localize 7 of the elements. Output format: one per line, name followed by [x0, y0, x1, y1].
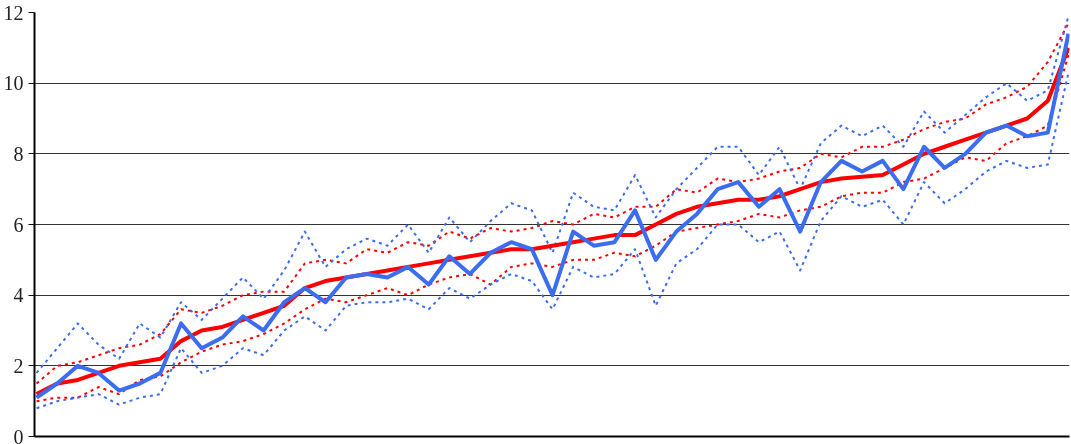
y-tick-label: 10 — [3, 72, 24, 95]
y-tick-label: 0 — [13, 425, 24, 444]
y-tick-label: 8 — [13, 142, 24, 165]
y-tick-label: 2 — [13, 354, 24, 377]
y-tick-label: 6 — [13, 213, 24, 236]
y-tick-label: 4 — [13, 284, 24, 307]
y-tick-label: 12 — [3, 1, 24, 24]
